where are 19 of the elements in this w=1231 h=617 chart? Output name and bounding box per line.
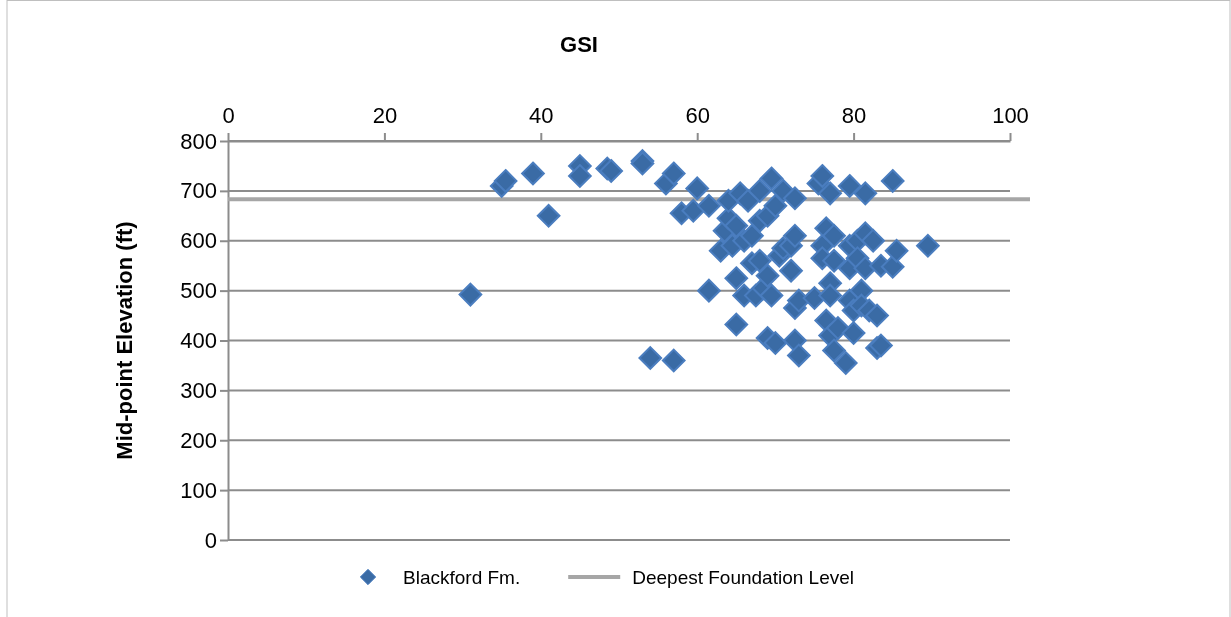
x-tick-label: 0 xyxy=(222,103,235,129)
x-tick-label: 20 xyxy=(372,103,398,129)
x-axis-title: GSI xyxy=(560,32,598,57)
x-tick-label: 60 xyxy=(685,103,710,129)
y-tick-label: 700 xyxy=(180,178,217,204)
legend-label: Blackford Fm. xyxy=(403,567,521,588)
y-tick-label: 200 xyxy=(180,427,217,453)
x-tick-label: 80 xyxy=(841,103,867,129)
y-tick-label: 400 xyxy=(180,328,217,354)
y-tick-label: 300 xyxy=(180,377,217,403)
y-tick-label: 100 xyxy=(180,477,217,503)
legend-label: Deepest Foundation Level xyxy=(632,567,855,588)
y-tick-label: 0 xyxy=(204,527,217,553)
y-axis-title: Mid-point Elevation (ft) xyxy=(112,221,137,460)
y-tick-label: 500 xyxy=(180,278,217,304)
x-tick-label: 40 xyxy=(529,103,554,129)
x-tick-label: 100 xyxy=(992,103,1029,129)
y-tick-label: 600 xyxy=(180,228,217,254)
y-tick-label: 800 xyxy=(180,128,217,154)
